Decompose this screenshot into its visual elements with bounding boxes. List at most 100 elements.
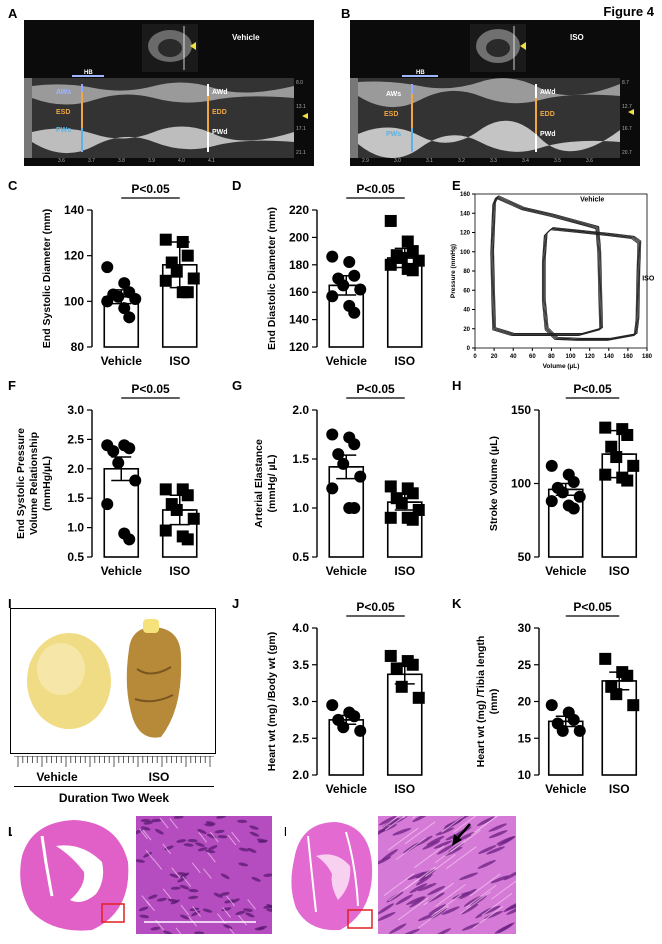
echo-time-tick: 3.9 bbox=[148, 158, 155, 164]
x-axis-label: Volume (µL) bbox=[543, 363, 580, 370]
data-point bbox=[343, 256, 356, 269]
data-point bbox=[384, 214, 397, 227]
data-point bbox=[326, 482, 339, 495]
panel-letter-i: I bbox=[8, 596, 12, 611]
data-point bbox=[545, 459, 558, 472]
y-tick-label: 180 bbox=[289, 258, 309, 272]
significance-label: P<0.05 bbox=[356, 382, 395, 396]
echo-pwd-label: PWd bbox=[212, 129, 228, 136]
echo-panel-iso: ISO HB AWs ESD PWs AWd EDD PWd 2.9 3.0 3… bbox=[350, 20, 640, 166]
echo-time-tick: 3.6 bbox=[586, 158, 593, 164]
x-category-label: ISO bbox=[609, 564, 630, 578]
data-point bbox=[129, 474, 142, 487]
x-tick-label: 100 bbox=[566, 354, 577, 360]
panel-letter-b: B bbox=[341, 6, 351, 21]
y-tick-label: 220 bbox=[289, 203, 309, 217]
panel-letter-a: A bbox=[8, 6, 18, 21]
data-point bbox=[326, 290, 339, 303]
y-tick-label: 2.0 bbox=[67, 462, 84, 476]
data-point bbox=[573, 724, 586, 737]
y-axis-label: Arterial Elastance bbox=[253, 439, 265, 528]
data-point bbox=[621, 474, 634, 487]
y-tick-label: 20 bbox=[518, 695, 532, 709]
data-point bbox=[406, 487, 419, 500]
photo-label-vehicle: Vehicle bbox=[36, 770, 78, 784]
data-point bbox=[406, 513, 419, 526]
data-point bbox=[390, 662, 403, 675]
y-tick-label: 100 bbox=[460, 250, 471, 256]
data-point bbox=[627, 699, 640, 712]
data-point bbox=[610, 688, 623, 701]
data-point bbox=[556, 724, 569, 737]
y-tick-label: 3.5 bbox=[292, 658, 309, 672]
y-axis-label: (mm) bbox=[488, 689, 500, 715]
y-tick-label: 1.0 bbox=[292, 501, 309, 515]
echo-aws-label: AWs bbox=[386, 91, 401, 98]
y-tick-label: 140 bbox=[289, 313, 309, 327]
y-tick-label: 1.0 bbox=[67, 521, 84, 535]
echo-time-tick: 4.1 bbox=[208, 158, 215, 164]
data-point bbox=[181, 489, 194, 502]
data-point bbox=[567, 476, 580, 489]
panel-letter-e: E bbox=[452, 178, 461, 193]
data-point bbox=[123, 442, 136, 455]
data-point bbox=[165, 256, 178, 269]
data-point bbox=[326, 250, 339, 263]
data-point bbox=[384, 258, 397, 271]
panel-letter-d: D bbox=[232, 178, 242, 193]
histology-vehicle-zoom bbox=[136, 816, 272, 934]
y-tick-label: 140 bbox=[64, 203, 84, 217]
echo-pwd-label: PWd bbox=[540, 131, 556, 138]
data-point bbox=[573, 490, 586, 503]
y-tick-label: 140 bbox=[460, 211, 471, 217]
echo-time-tick: 3.0 bbox=[394, 158, 401, 164]
echo-condition-label: Vehicle bbox=[232, 33, 260, 42]
y-tick-label: 60 bbox=[463, 288, 470, 294]
histology-iso-zoom bbox=[378, 816, 516, 934]
y-axis-label: End Diastolic Diameter (mm) bbox=[266, 207, 278, 350]
panel-letter-f: F bbox=[8, 378, 16, 393]
photo-label-iso: ISO bbox=[148, 770, 170, 784]
y-axis-label: End Systolic Diameter (mm) bbox=[41, 209, 53, 348]
significance-label: P<0.05 bbox=[131, 382, 170, 396]
data-point bbox=[107, 445, 120, 458]
pv-loop-vehicle bbox=[491, 197, 601, 336]
significance-label: P<0.05 bbox=[573, 600, 612, 614]
echo-aws-label: AWs bbox=[56, 89, 71, 96]
y-tick-label: 2.0 bbox=[292, 768, 309, 782]
y-tick-label: 30 bbox=[518, 621, 532, 635]
data-point bbox=[406, 245, 419, 258]
x-category-label: Vehicle bbox=[545, 564, 587, 578]
chart-stroke-volume: 50 100 150 Stroke Volume (µL) Vehicle ISO P<0.… bbox=[488, 382, 640, 578]
data-point bbox=[627, 459, 640, 472]
chart-arterial-elastance: 0.5 1.0 1.5 2.0 Arterial Elastance (mmHg/ µL)… bbox=[253, 382, 425, 578]
y-axis-label: (mmHg/ µL) bbox=[266, 455, 278, 513]
y-tick-label: 150 bbox=[511, 403, 531, 417]
y-tick-label: 200 bbox=[289, 230, 309, 244]
echo-time-tick: 4.0 bbox=[178, 158, 185, 164]
y-tick-label: 15 bbox=[518, 731, 532, 745]
data-point bbox=[599, 652, 612, 665]
y-tick-label: 160 bbox=[289, 285, 309, 299]
x-tick-label: 140 bbox=[604, 354, 615, 360]
echo-time-tick: 3.1 bbox=[426, 158, 433, 164]
x-category-label: Vehicle bbox=[326, 564, 368, 578]
x-tick-label: 80 bbox=[548, 354, 555, 360]
data-point bbox=[610, 451, 623, 464]
echo-pws-label: PWs bbox=[56, 127, 71, 134]
echo-depth-tick: 16.7 bbox=[622, 126, 632, 132]
y-tick-label: 2.0 bbox=[292, 403, 309, 417]
data-point bbox=[384, 480, 397, 493]
significance-label: P<0.05 bbox=[131, 182, 170, 196]
data-point bbox=[112, 456, 125, 469]
data-point bbox=[159, 274, 172, 287]
heart-photo bbox=[10, 608, 216, 754]
echo-depth-tick: 8.7 bbox=[622, 80, 629, 86]
data-point bbox=[348, 306, 361, 319]
roi-box bbox=[347, 909, 373, 929]
chart-heart-body-weight: 2.0 2.5 3.0 3.5 4.0 Heart wt (mg) /Body wt (g… bbox=[266, 600, 425, 796]
echo-depth-tick: 8.0 bbox=[296, 80, 303, 86]
echo-panel-vehicle: Vehicle HB AWs ESD PWs AWd EDD PWd 3.6 3… bbox=[24, 20, 314, 166]
data-point bbox=[337, 721, 350, 734]
